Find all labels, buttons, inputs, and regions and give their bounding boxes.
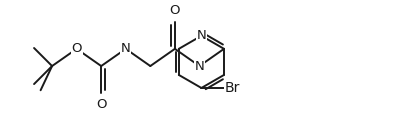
Text: Br: Br <box>224 81 239 95</box>
Text: O: O <box>71 42 82 55</box>
Text: O: O <box>96 98 106 111</box>
Text: N: N <box>121 42 130 55</box>
Text: N: N <box>194 60 204 73</box>
Text: N: N <box>196 29 206 42</box>
Text: O: O <box>169 4 180 17</box>
